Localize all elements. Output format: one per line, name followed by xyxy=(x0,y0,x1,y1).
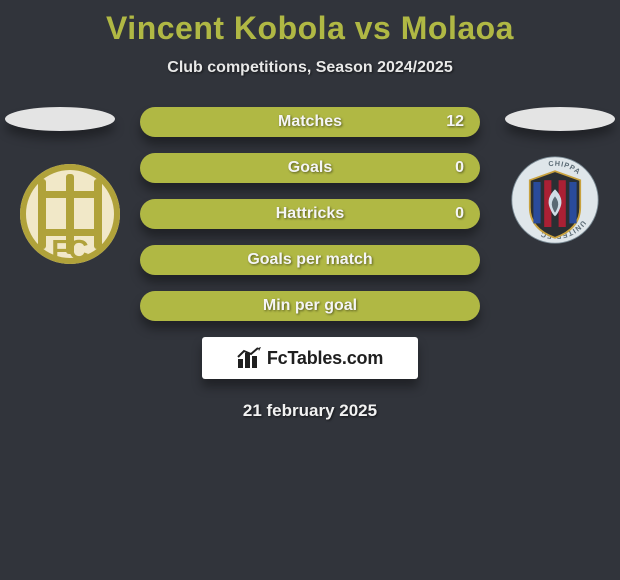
stat-label: Matches xyxy=(278,113,342,131)
left-club-badge: FC xyxy=(20,159,120,269)
stat-bar-goals-per-match: Goals per match xyxy=(140,245,480,275)
left-ellipse xyxy=(5,107,115,131)
stat-label: Goals per match xyxy=(247,251,372,269)
svg-text:FC: FC xyxy=(51,234,88,265)
right-ellipse xyxy=(505,107,615,131)
comparison-panel: FC CHIPPA UNITED FC xyxy=(0,107,620,421)
stat-label: Min per goal xyxy=(263,297,357,315)
stat-bar-min-per-goal: Min per goal xyxy=(140,291,480,321)
page-title: Vincent Kobola vs Molaoa xyxy=(0,0,620,47)
stat-value-right: 0 xyxy=(455,205,464,223)
stat-value-right: 0 xyxy=(455,159,464,177)
stat-bar-matches: Matches 12 xyxy=(140,107,480,137)
stat-value-right: 12 xyxy=(446,113,464,131)
date-text: 21 february 2025 xyxy=(0,401,620,421)
source-logo-text: FcTables.com xyxy=(267,348,383,369)
right-club-crest-icon: CHIPPA UNITED FC xyxy=(510,155,600,245)
right-club-badge: CHIPPA UNITED FC xyxy=(510,155,600,245)
stat-bar-goals: Goals 0 xyxy=(140,153,480,183)
subtitle: Club competitions, Season 2024/2025 xyxy=(0,59,620,77)
stat-bars: Matches 12 Goals 0 Hattricks 0 Goals per… xyxy=(140,107,480,321)
stat-bar-hattricks: Hattricks 0 xyxy=(140,199,480,229)
source-logo-plate: FcTables.com xyxy=(202,337,418,379)
fctables-bars-icon xyxy=(237,347,263,369)
stat-label: Hattricks xyxy=(276,205,344,223)
stat-label: Goals xyxy=(288,159,332,177)
left-club-crest-icon: FC xyxy=(20,159,120,269)
